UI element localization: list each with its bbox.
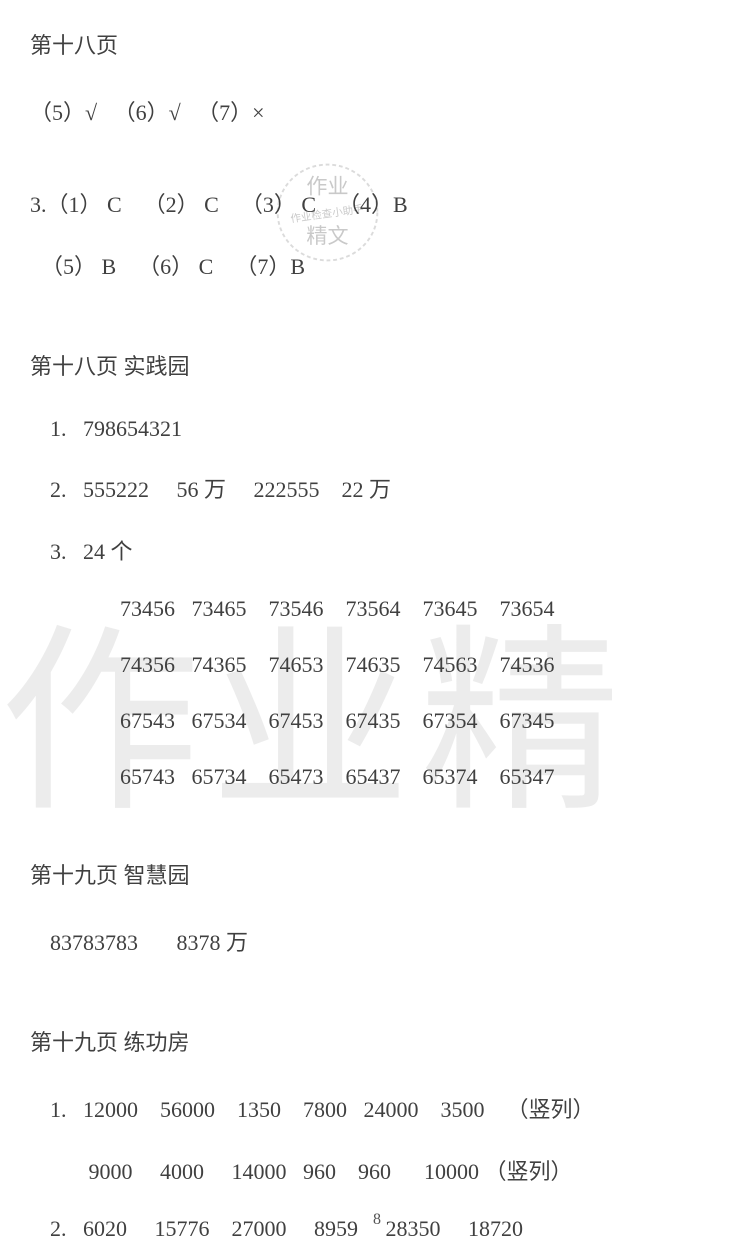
- section2-item2: 2. 555222 56 万 222555 22 万: [30, 472, 724, 504]
- section4-title: 第十九页 练功房: [30, 1025, 724, 1057]
- section2-title: 第十八页 实践园: [30, 349, 724, 381]
- section3-title: 第十九页 智慧园: [30, 858, 724, 890]
- section2-row1: 73456 73465 73546 73564 73645 73654: [30, 596, 724, 622]
- section2-row4: 65743 65734 65473 65437 65374 65347: [30, 764, 724, 790]
- section2-row2: 74356 74365 74653 74635 74563 74536: [30, 652, 724, 678]
- section4-line2: 9000 4000 14000 960 960 10000 （竖列）: [30, 1154, 724, 1186]
- section1-choice-line2: （5） B （6） C （7）B: [30, 249, 724, 281]
- section2-item1: 1. 798654321: [30, 416, 724, 442]
- section1-judgment-line: （5）√ （6）√ （7）×: [30, 95, 724, 127]
- section3-line1: 83783783 8378 万: [30, 925, 724, 957]
- section1-title: 第十八页: [30, 28, 724, 60]
- section4-line3: 2. 6020 15776 27000 8959 28350 18720: [30, 1216, 724, 1242]
- section2-item3: 3. 24 个: [30, 534, 724, 566]
- section2-row3: 67543 67534 67453 67435 67354 67345: [30, 708, 724, 734]
- section4-line1: 1. 12000 56000 1350 7800 24000 3500 （竖列）: [30, 1092, 724, 1124]
- section1-choice-line1: 3.（1） C （2） C （3） C （4）B: [30, 187, 724, 219]
